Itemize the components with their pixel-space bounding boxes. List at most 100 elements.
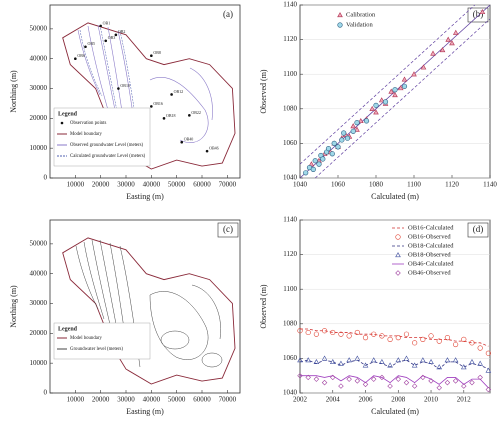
marker: [362, 381, 369, 388]
marker: [387, 383, 393, 389]
marker: [452, 357, 459, 363]
marker: [444, 335, 451, 341]
observation-point: [99, 24, 102, 28]
x-tick-label: 30000: [117, 396, 135, 404]
model-boundary: [62, 237, 236, 385]
series-line: [299, 359, 489, 370]
marker: [420, 336, 426, 342]
marker: [479, 9, 486, 15]
legend-label: Validation: [346, 21, 373, 28]
bound-line: [314, 18, 491, 179]
marker: [330, 374, 336, 381]
legend-label: OB16-Observed: [408, 233, 451, 240]
marker: [346, 376, 352, 382]
y-tick-label: 30000: [30, 299, 48, 307]
marker: [354, 329, 360, 336]
marker: [310, 166, 316, 172]
marker: [369, 105, 376, 111]
x-tick-label: 60000: [193, 181, 211, 189]
map-c-drawing: [62, 237, 236, 385]
x-axis-label: Calculated (m): [371, 192, 419, 201]
x-tick-label: 10000: [67, 181, 85, 189]
y-tick-label: 1080: [283, 319, 298, 327]
point-label: OB5: [87, 41, 95, 46]
marker: [305, 374, 311, 381]
point-label: OB6: [77, 53, 85, 58]
marker: [428, 333, 434, 339]
y-tick-label: 1120: [283, 35, 297, 43]
marker: [338, 360, 344, 366]
x-tick-label: 2002: [293, 396, 308, 404]
x-tick-label: 70000: [219, 181, 237, 189]
marker: [370, 376, 377, 382]
observation-point: [74, 57, 77, 60]
x-tick-label: 70000: [219, 396, 237, 404]
marker: [321, 379, 328, 386]
marker: [412, 340, 418, 346]
contour: [83, 241, 105, 320]
y-tick-label: 50000: [30, 239, 48, 247]
marker: [338, 331, 344, 337]
marker: [346, 357, 352, 363]
marker: [357, 117, 364, 124]
marker: [453, 341, 459, 348]
marker: [436, 338, 442, 344]
marker: [303, 170, 309, 176]
marker: [461, 383, 467, 389]
x-tick-label: 50000: [168, 181, 186, 189]
marker: [452, 378, 459, 384]
marker: [477, 374, 483, 381]
marker: [344, 135, 351, 141]
marker: [395, 376, 402, 382]
x-tick-label: 60000: [193, 396, 211, 404]
marker: [401, 83, 408, 89]
legend-swatch: [60, 121, 64, 125]
marker: [395, 357, 402, 363]
y-tick-label: 20000: [30, 114, 48, 122]
x-axis-label: Easting (m): [126, 407, 164, 416]
panel-label: (d): [473, 224, 484, 234]
y-tick-label: 0: [44, 174, 48, 182]
marker: [485, 367, 492, 373]
marker: [436, 385, 442, 391]
y-tick-label: 1060: [283, 139, 298, 147]
marker: [331, 140, 337, 146]
series-line: [300, 328, 489, 347]
marker: [313, 358, 320, 364]
marker: [469, 340, 475, 346]
marker: [373, 109, 379, 115]
marker: [411, 362, 418, 368]
marker: [335, 144, 341, 150]
observation-point: [114, 33, 118, 37]
marker: [337, 22, 343, 28]
y-tick-label: 40000: [30, 269, 48, 277]
marker: [354, 126, 360, 132]
y-tick-label: 1040: [283, 174, 298, 182]
marker: [485, 386, 492, 393]
x-tick-label: 40000: [143, 396, 161, 404]
marker: [297, 372, 303, 379]
marker: [379, 333, 385, 339]
marker: [477, 360, 483, 366]
point-label: OB40: [184, 137, 194, 142]
marker: [297, 357, 303, 363]
y-tick-label: 0: [44, 389, 48, 397]
x-tick-label: 1040: [293, 181, 308, 189]
marker: [469, 379, 475, 386]
x-tick-label: 20000: [92, 181, 110, 189]
observation-point: [162, 117, 166, 120]
observation-point: [205, 149, 209, 153]
legend-label: Model boundary: [70, 132, 102, 137]
marker: [354, 120, 360, 126]
point-label: OB22: [191, 110, 201, 115]
point-label: OB10: [120, 83, 130, 88]
marker: [305, 357, 311, 363]
legend-title: Legend: [58, 111, 78, 117]
marker: [403, 355, 410, 361]
plot-frame: [49, 219, 241, 394]
marker: [370, 357, 377, 363]
marker: [337, 12, 343, 18]
marker: [320, 156, 326, 162]
legend-label: OB16-Calculated: [408, 224, 454, 231]
